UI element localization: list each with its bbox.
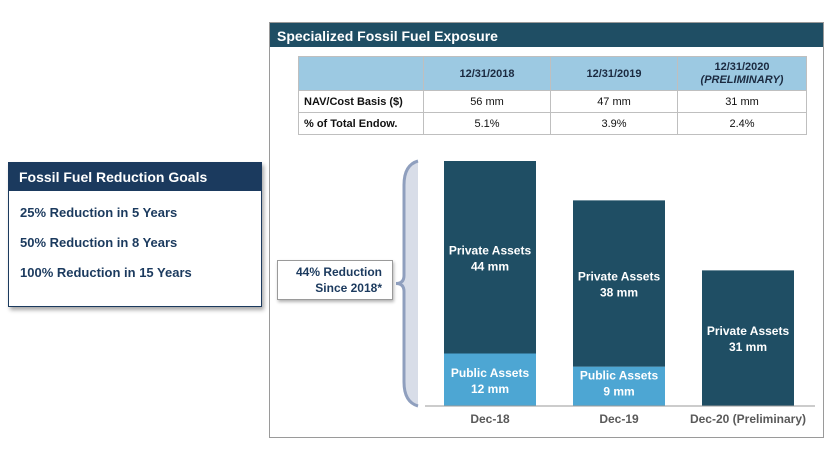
table-corner-cell (298, 56, 424, 91)
private-assets-bar (444, 161, 536, 354)
callout-line-1: 44% Reduction (295, 265, 382, 279)
goal-item: 25% Reduction in 5 Years (20, 205, 178, 220)
goals-box: Fossil Fuel Reduction Goals 25% Reductio… (8, 162, 262, 307)
bar-data-label: Public Assets (451, 366, 530, 380)
bar-data-label: Private Assets (449, 243, 532, 257)
private-assets-bar (702, 270, 794, 406)
bar-data-label: 9 mm (603, 384, 634, 398)
private-assets-bar (573, 200, 665, 367)
preliminary-note: (PRELIMINARY) (700, 73, 784, 86)
bar-data-label: Private Assets (707, 324, 790, 338)
table-cell: 2.4% (677, 112, 807, 135)
table-row: % of Total Endow. 5.1% 3.9% 2.4% (298, 112, 807, 135)
stacked-bar-chart: Public Assets 12 mm Private Assets 44 mm Dec… (395, 159, 815, 426)
public-assets-bar (444, 353, 536, 406)
table-cell: 3.9% (550, 112, 678, 135)
table-column-header: 12/31/2020 (PRELIMINARY) (677, 56, 807, 91)
exposure-panel: Specialized Fossil Fuel Exposure 12/31/2… (269, 22, 824, 438)
table-header-row: 12/31/2018 12/31/2019 12/31/2020 (PRELIM… (298, 56, 807, 91)
bar-data-label: 44 mm (471, 259, 509, 273)
goal-item: 50% Reduction in 8 Years (20, 235, 178, 250)
goal-item: 100% Reduction in 15 Years (20, 265, 192, 280)
bar-data-label: 38 mm (600, 286, 638, 300)
panel-title: Specialized Fossil Fuel Exposure (270, 23, 823, 47)
bar-data-label: 12 mm (471, 382, 509, 396)
exposure-table: 12/31/2018 12/31/2019 12/31/2020 (PRELIM… (298, 56, 807, 135)
callout-line-2: Since 2018* (315, 281, 382, 295)
category-label: Dec-18 (470, 412, 510, 426)
reduction-callout: 44% Reduction Since 2018* (277, 260, 393, 300)
table-column-header: 12/31/2019 (550, 56, 678, 91)
public-assets-bar (573, 366, 665, 406)
bar-data-label: Private Assets (578, 270, 661, 284)
category-label: Dec-19 (599, 412, 639, 426)
bar-data-label: Public Assets (580, 368, 659, 382)
table-cell: 5.1% (423, 112, 551, 135)
goals-list: 25% Reduction in 5 Years 50% Reduction i… (9, 191, 261, 288)
table-row-label: NAV/Cost Basis ($) (298, 90, 424, 113)
table-row: NAV/Cost Basis ($) 56 mm 47 mm 31 mm (298, 90, 807, 113)
table-column-header: 12/31/2018 (423, 56, 551, 91)
bar-data-label: 31 mm (729, 340, 767, 354)
reduction-bracket (395, 159, 419, 408)
table-row-label: % of Total Endow. (298, 112, 424, 135)
goals-title: Fossil Fuel Reduction Goals (9, 163, 261, 191)
category-label: Dec-20 (Preliminary) (690, 412, 806, 426)
